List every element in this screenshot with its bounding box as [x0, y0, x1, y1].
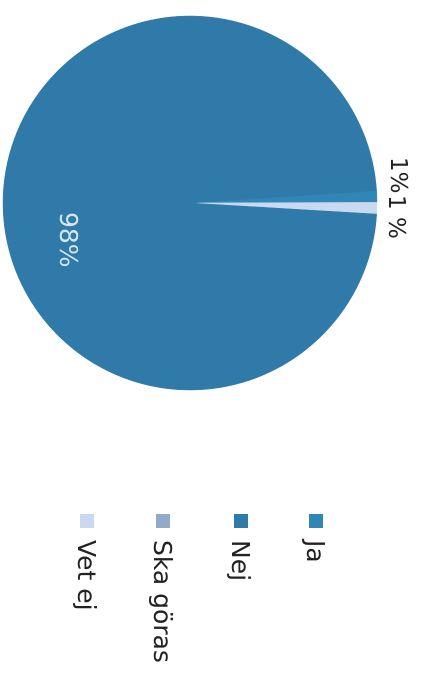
legend-label-ska-g-ras: Ska göras: [148, 540, 177, 663]
pie-label-ja: 1%: [385, 157, 411, 194]
pie-slices: [2, 15, 378, 391]
legend-label-ja: Ja: [301, 538, 330, 563]
pie-labels: 98% 1%1 %: [54, 157, 411, 268]
pie-label-nej: 98%: [54, 212, 83, 268]
legend-swatch-vet-ej: [80, 514, 94, 528]
legend-swatch-ska-g-ras: [156, 514, 170, 528]
pie-label-vet-ej: 1 %: [383, 195, 409, 239]
legend-label-nej: Nej: [226, 540, 255, 581]
legend-label-vet-ej: Vet ej: [72, 540, 101, 611]
legend-swatch-ja: [309, 514, 323, 528]
pie-slice-nej: [2, 15, 377, 391]
legend-swatch-nej: [234, 514, 248, 528]
legend: Ja Nej Ska göras Vet ej: [72, 514, 330, 663]
